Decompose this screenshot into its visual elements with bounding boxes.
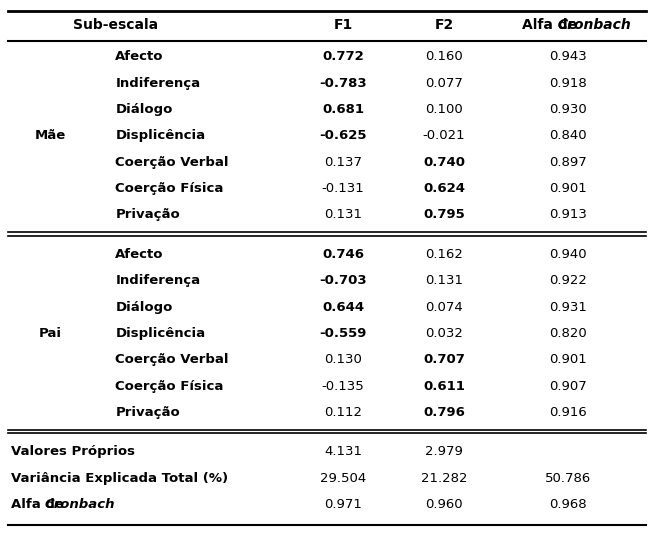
Text: 2.979: 2.979 [425, 446, 463, 458]
Text: Cronbach: Cronbach [45, 498, 116, 511]
Text: Coerção Verbal: Coerção Verbal [115, 353, 229, 366]
Text: -0.625: -0.625 [319, 130, 367, 143]
Text: 0.960: 0.960 [425, 498, 463, 511]
Text: 0.922: 0.922 [549, 274, 587, 287]
Text: 0.746: 0.746 [322, 248, 364, 261]
Text: -0.783: -0.783 [319, 77, 367, 90]
Text: 0.916: 0.916 [549, 406, 587, 419]
Text: 4.131: 4.131 [324, 446, 362, 458]
Text: Displicência: Displicência [115, 327, 205, 340]
Text: Coerção Verbal: Coerção Verbal [115, 156, 229, 169]
Text: Sub-escala: Sub-escala [73, 17, 158, 31]
Text: Alfa de: Alfa de [11, 498, 69, 511]
Text: 0.681: 0.681 [322, 103, 364, 116]
Text: 0.930: 0.930 [549, 103, 587, 116]
Text: 21.282: 21.282 [421, 471, 468, 485]
Text: Coerção Física: Coerção Física [115, 380, 224, 393]
Text: Afecto: Afecto [115, 51, 164, 64]
Text: F1: F1 [334, 17, 353, 31]
Text: 0.740: 0.740 [423, 156, 465, 169]
Text: Variância Explicada Total (%): Variância Explicada Total (%) [11, 471, 228, 485]
Text: F2: F2 [434, 17, 454, 31]
Text: -0.131: -0.131 [322, 182, 364, 195]
Text: Pai: Pai [39, 327, 61, 340]
Text: 0.913: 0.913 [549, 208, 587, 221]
Text: 0.137: 0.137 [324, 156, 362, 169]
Text: 0.772: 0.772 [322, 51, 364, 64]
Text: Diálogo: Diálogo [115, 103, 173, 116]
Text: -0.559: -0.559 [319, 327, 367, 340]
Text: 0.796: 0.796 [423, 406, 465, 419]
Text: Mãe: Mãe [35, 130, 66, 143]
Text: Alfa de: Alfa de [522, 17, 582, 31]
Text: 0.162: 0.162 [425, 248, 463, 261]
Text: 0.901: 0.901 [549, 353, 587, 366]
Text: 0.971: 0.971 [324, 498, 362, 511]
Text: 0.032: 0.032 [425, 327, 463, 340]
Text: 0.897: 0.897 [549, 156, 587, 169]
Text: Privação: Privação [115, 208, 180, 221]
Text: Privação: Privação [115, 406, 180, 419]
Text: Diálogo: Diálogo [115, 301, 173, 314]
Text: 0.112: 0.112 [324, 406, 362, 419]
Text: 29.504: 29.504 [320, 471, 366, 485]
Text: 0.901: 0.901 [549, 182, 587, 195]
Text: 0.940: 0.940 [549, 248, 587, 261]
Text: 0.918: 0.918 [549, 77, 587, 90]
Text: 0.160: 0.160 [425, 51, 463, 64]
Text: 0.907: 0.907 [549, 380, 587, 393]
Text: Afecto: Afecto [115, 248, 164, 261]
Text: -0.135: -0.135 [322, 380, 364, 393]
Text: 0.795: 0.795 [423, 208, 465, 221]
Text: 0.968: 0.968 [549, 498, 587, 511]
Text: 0.644: 0.644 [322, 301, 364, 314]
Text: -0.703: -0.703 [319, 274, 367, 287]
Text: 0.943: 0.943 [549, 51, 587, 64]
Text: 0.840: 0.840 [549, 130, 587, 143]
Text: Indiferença: Indiferença [115, 77, 200, 90]
Text: 0.820: 0.820 [549, 327, 587, 340]
Text: Cronbach: Cronbach [558, 17, 632, 31]
Text: 0.611: 0.611 [423, 380, 465, 393]
Text: Valores Próprios: Valores Próprios [11, 446, 135, 458]
Text: 0.100: 0.100 [425, 103, 463, 116]
Text: Coerção Física: Coerção Física [115, 182, 224, 195]
Text: 0.130: 0.130 [324, 353, 362, 366]
Text: 50.786: 50.786 [545, 471, 591, 485]
Text: 0.931: 0.931 [549, 301, 587, 314]
Text: Displicência: Displicência [115, 130, 205, 143]
Text: 0.624: 0.624 [423, 182, 465, 195]
Text: Indiferença: Indiferença [115, 274, 200, 287]
Text: 0.131: 0.131 [425, 274, 463, 287]
Text: 0.077: 0.077 [425, 77, 463, 90]
Text: 0.707: 0.707 [423, 353, 465, 366]
Text: 0.074: 0.074 [425, 301, 463, 314]
Text: -0.021: -0.021 [422, 130, 466, 143]
Text: 0.131: 0.131 [324, 208, 362, 221]
